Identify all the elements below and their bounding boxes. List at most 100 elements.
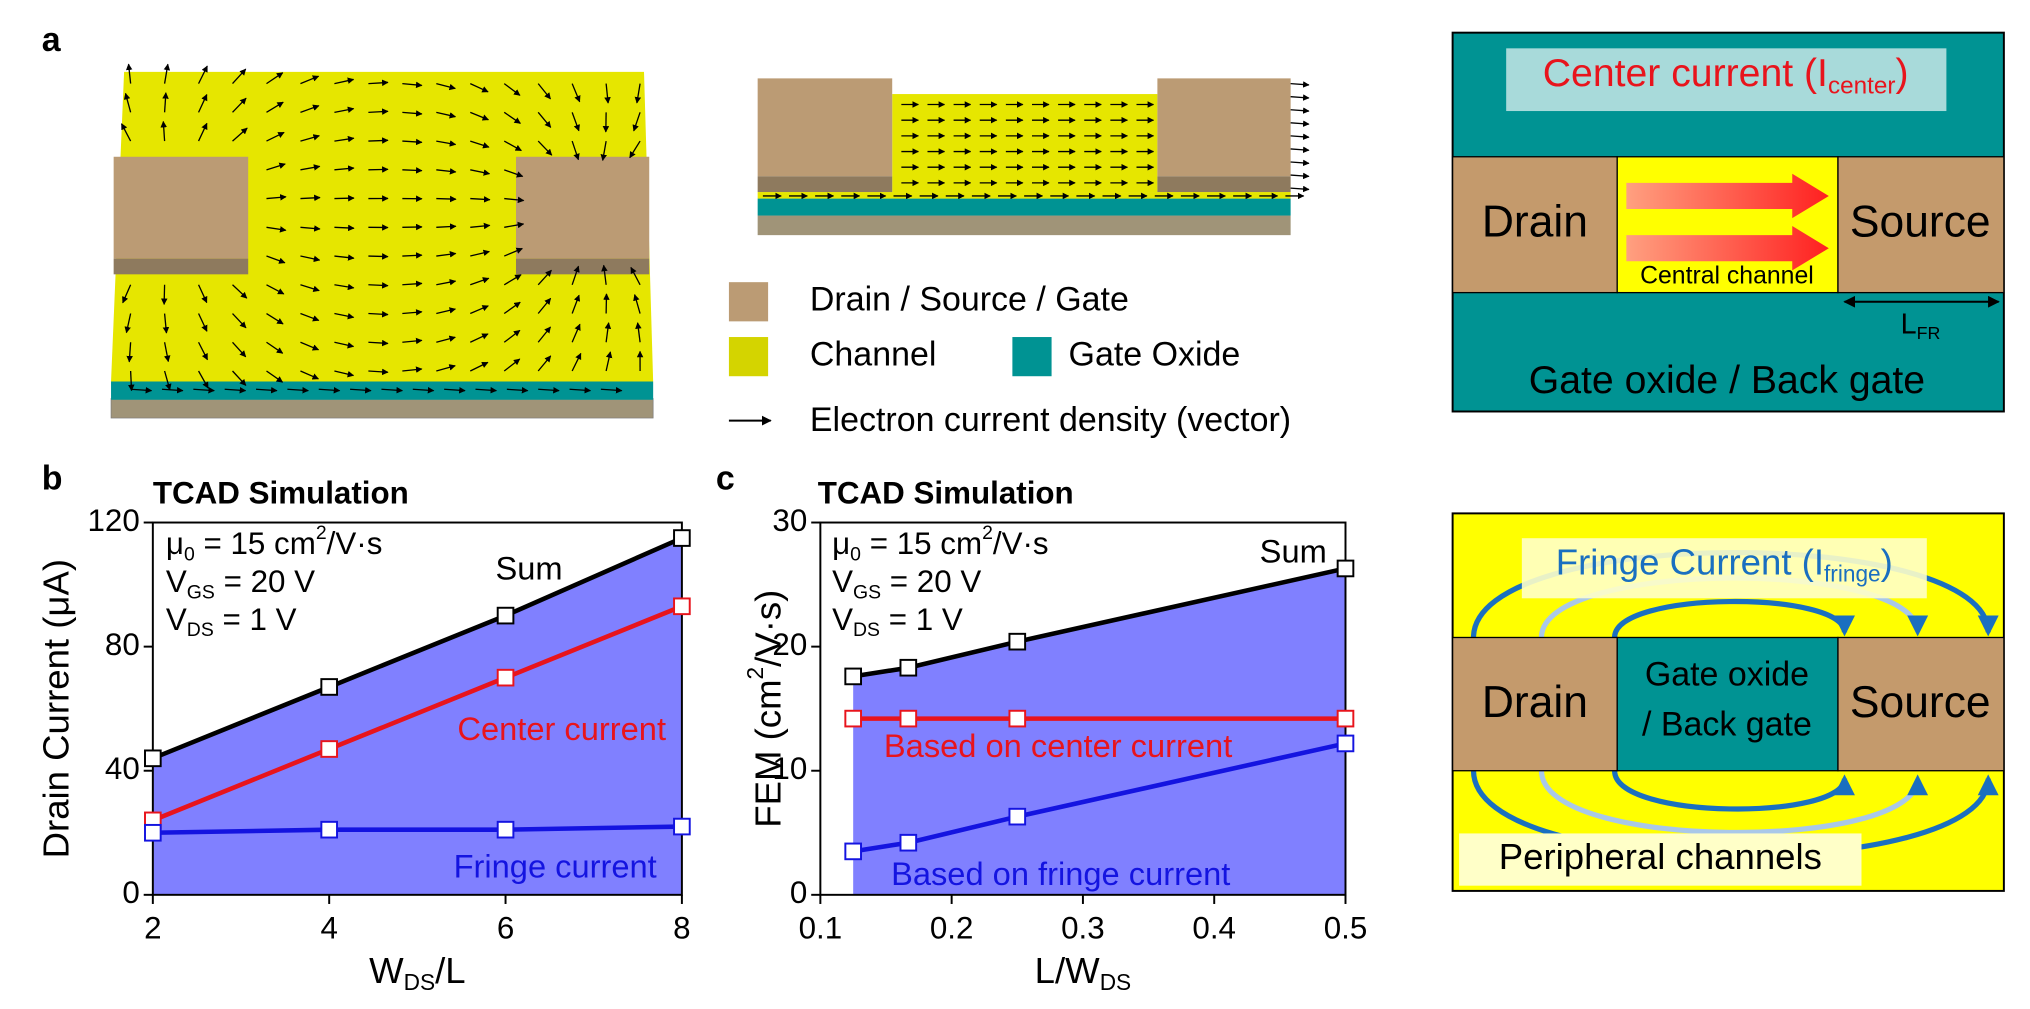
- current-vector: [1290, 94, 1310, 101]
- text-run: DS: [853, 619, 880, 641]
- current-vector: [571, 323, 581, 343]
- current-vector: [537, 83, 551, 100]
- current-vector: [402, 280, 423, 288]
- current-vector: [571, 352, 582, 372]
- text-run: μ: [832, 526, 850, 561]
- current-vector: [503, 274, 522, 286]
- current-vector: [436, 168, 457, 175]
- text-run: DS: [404, 969, 435, 995]
- x-tick-label: 6: [497, 910, 514, 945]
- x-tick-label: 4: [320, 910, 337, 945]
- x-axis-label: L/WDS: [1035, 950, 1132, 995]
- current-vector: [402, 337, 423, 345]
- annotation: μ0 = 15 cm2/V·s: [166, 522, 383, 565]
- current-vector: [600, 386, 623, 394]
- current-vector: [470, 249, 490, 257]
- current-vector: [537, 269, 552, 286]
- current-vector: [334, 224, 355, 232]
- current-vector: [538, 386, 560, 394]
- text-run: V: [166, 602, 187, 637]
- current-vector: [266, 226, 287, 233]
- text-run: = 20 V: [215, 564, 315, 599]
- current-vector: [470, 169, 491, 176]
- area: [152, 538, 682, 895]
- schematic-fringe: [1451, 512, 2005, 892]
- current-vector: [350, 386, 372, 394]
- current-vector: [300, 225, 321, 232]
- current-vector: [197, 65, 208, 84]
- current-vector: [266, 341, 284, 354]
- x-tick-label: 0.3: [1061, 910, 1105, 945]
- y-axis-label: Drain Current (μA): [35, 559, 76, 858]
- current-vector: [163, 63, 171, 84]
- current-vector: [402, 138, 423, 146]
- y-tick-label: 40: [105, 751, 140, 786]
- text-run: FR: [1917, 323, 1941, 343]
- current-vector: [475, 386, 498, 394]
- current-vector: [126, 342, 133, 363]
- text-run: Center current (I: [1543, 52, 1828, 95]
- current-vector: [537, 111, 552, 128]
- marker: [1008, 807, 1027, 826]
- current-vector: [1290, 133, 1310, 141]
- text-run: V: [832, 564, 853, 599]
- marker: [1008, 632, 1027, 651]
- series-line: [152, 824, 682, 836]
- marker: [844, 842, 862, 861]
- current-vector: [537, 297, 552, 314]
- text-run: 2: [316, 522, 327, 544]
- text-run: /L: [435, 950, 466, 991]
- current-vector: [436, 82, 456, 91]
- current-vector: [266, 284, 285, 295]
- current-vector: [266, 162, 286, 171]
- current-vector: [120, 123, 132, 142]
- current-vector: [537, 326, 551, 343]
- current-vector: [604, 322, 612, 343]
- current-vector: [402, 167, 423, 174]
- text-run: /V·s: [993, 526, 1049, 561]
- current-vector: [569, 386, 592, 394]
- current-vector: [125, 63, 133, 84]
- x-tick-label: 0.4: [1192, 910, 1236, 945]
- current-vector: [266, 194, 287, 201]
- current-vector: [436, 111, 457, 119]
- legend-label: Channel: [810, 336, 936, 374]
- current-vector: [604, 83, 611, 104]
- current-vector: [402, 81, 423, 89]
- current-vector: [334, 283, 355, 291]
- current-vectors: [762, 81, 1310, 200]
- marker: [673, 529, 691, 547]
- current-vector: [300, 255, 321, 263]
- drain-label: Drain: [1482, 197, 1588, 246]
- x-tick-label: 0.5: [1324, 910, 1368, 945]
- current-vector: [436, 364, 456, 372]
- text-run: V: [166, 564, 187, 599]
- gate-label: Gate oxide / Back gate: [1529, 359, 1925, 402]
- current-vector: [632, 112, 641, 132]
- marker: [844, 709, 862, 728]
- current-vector: [537, 140, 553, 156]
- current-vector: [300, 370, 320, 380]
- series-line: [151, 535, 683, 761]
- series-label: Based on center current: [884, 727, 1232, 764]
- current-vector: [630, 266, 641, 286]
- current-vector: [571, 140, 580, 161]
- current-vector: [368, 137, 389, 144]
- marker: [899, 658, 918, 677]
- marker: [844, 667, 862, 686]
- series-line: [852, 566, 1346, 679]
- marker: [144, 749, 162, 768]
- x-axis-label: WDS/L: [369, 950, 466, 995]
- current-vector: [224, 386, 247, 394]
- series-line: [852, 741, 1346, 854]
- current-vector: [470, 196, 491, 203]
- current-vector: [300, 75, 320, 85]
- current-vector: [368, 253, 389, 260]
- current-vector: [368, 79, 389, 87]
- current-vector: [300, 164, 321, 171]
- schematic-title: Center current (Icenter): [1543, 52, 1909, 100]
- current-vector: [571, 265, 580, 285]
- current-vector: [469, 333, 489, 343]
- current-vector: [506, 386, 529, 394]
